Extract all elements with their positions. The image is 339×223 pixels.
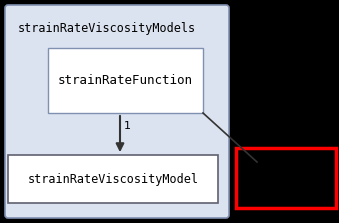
Text: strainRateViscosityModels: strainRateViscosityModels <box>18 22 196 35</box>
Text: 1: 1 <box>124 121 131 131</box>
FancyBboxPatch shape <box>48 48 203 113</box>
FancyBboxPatch shape <box>5 5 229 218</box>
Text: strainRateFunction: strainRateFunction <box>58 74 193 87</box>
Text: strainRateViscosityModel: strainRateViscosityModel <box>27 173 199 186</box>
FancyBboxPatch shape <box>8 155 218 203</box>
FancyBboxPatch shape <box>236 148 336 208</box>
